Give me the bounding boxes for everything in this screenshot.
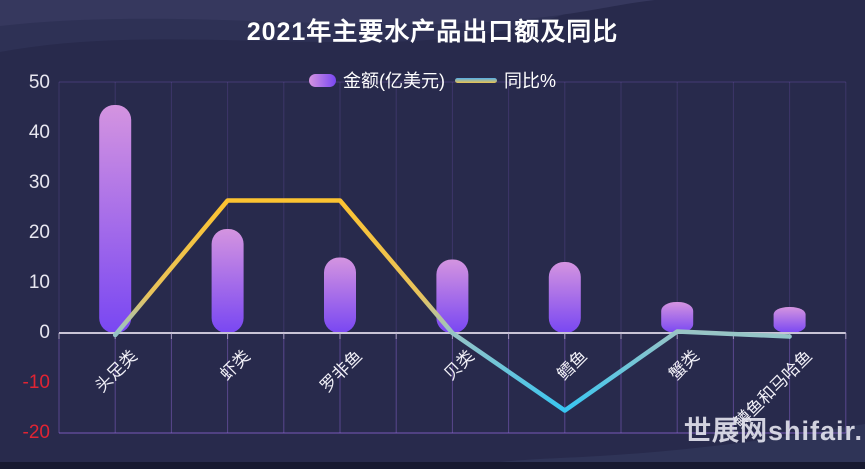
y-tick-label: 0 xyxy=(39,322,50,343)
y-tick-label: -10 xyxy=(22,372,50,393)
legend: 金额(亿美元) 同比% xyxy=(0,67,865,93)
x-category-label-3: 贝类 xyxy=(440,346,479,385)
gridlines xyxy=(58,81,847,434)
bottom-right-wave xyxy=(460,424,865,469)
bar-2[interactable] xyxy=(324,257,356,334)
bar-3[interactable] xyxy=(436,259,469,334)
x-category-label-4: 鳕鱼 xyxy=(553,346,591,385)
x-category-label-1: 虾类 xyxy=(216,346,254,385)
legend-item-yoy[interactable]: 同比% xyxy=(454,67,556,93)
x-category-label-2: 罗非鱼 xyxy=(316,346,366,397)
x-category-label-0: 头足类 xyxy=(91,346,142,397)
y-tick-label: 40 xyxy=(28,122,50,143)
bar-series-swatch-icon xyxy=(308,73,336,87)
bottom-strip xyxy=(0,462,865,469)
y-tick-label: 10 xyxy=(28,272,50,293)
bar-0[interactable] xyxy=(99,105,132,333)
legend-label-yoy: 同比% xyxy=(503,71,556,91)
top-wave-light xyxy=(0,0,655,26)
bar-1[interactable] xyxy=(211,229,244,333)
line-series-swatch-icon xyxy=(454,77,497,83)
legend-item-amount[interactable]: 金额(亿美元) xyxy=(308,67,445,93)
legend-label-amount: 金额(亿美元) xyxy=(342,71,445,91)
x-category-label-5: 蟹类 xyxy=(665,346,704,385)
y-tick-label: 20 xyxy=(28,222,50,243)
watermark: 世展网shifair. xyxy=(684,416,864,446)
yoy-line xyxy=(112,198,792,413)
page-title: 2021年主要水产品出口额及同比 xyxy=(246,18,619,46)
y-tick-label: -20 xyxy=(22,422,50,443)
y-tick-label: 30 xyxy=(28,172,50,193)
bar-5[interactable] xyxy=(661,302,694,333)
bar-4[interactable] xyxy=(548,262,581,333)
bar-6[interactable] xyxy=(773,307,806,333)
y-tick-label: 50 xyxy=(28,72,50,93)
amount-bars xyxy=(99,105,806,334)
